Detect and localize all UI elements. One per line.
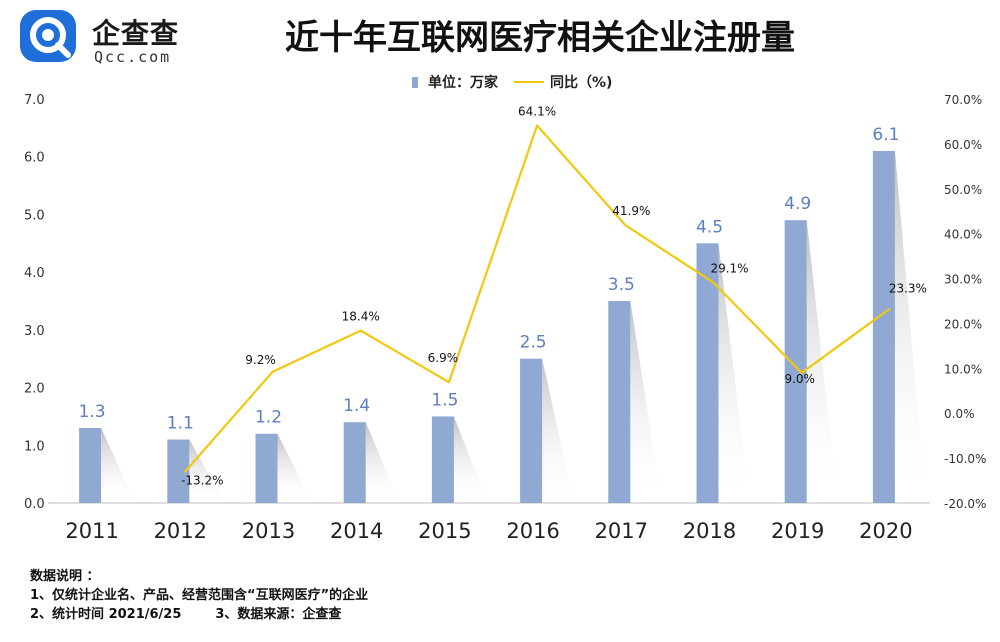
bar-shadow [365, 422, 396, 503]
bar [431, 416, 454, 503]
y-right-tick-label: -20.0% [944, 497, 986, 511]
notes-line-1: 1、仅统计企业名、产品、经营范围含“互联网医疗”的企业 [30, 588, 369, 603]
line-value-label: -13.2% [181, 473, 223, 487]
legend-line-label: 同比（%) [550, 75, 613, 91]
yoy-line [183, 124, 891, 474]
bar-shadow [277, 433, 308, 503]
bar-shadow [806, 220, 837, 503]
bar-value-label: 2.5 [520, 333, 547, 353]
y-right-tick-label: 40.0% [944, 228, 982, 242]
bar-value-label: 3.5 [608, 275, 635, 295]
bar-shadow [453, 416, 484, 503]
legend-line-swatch [514, 81, 544, 83]
line-value-label: 6.9% [428, 351, 459, 365]
bar-value-label: 4.9 [784, 194, 811, 214]
y-right-tick-label: -10.0% [944, 452, 986, 466]
line-value-label: 9.2% [245, 353, 276, 367]
bar-value-label: 1.4 [343, 396, 370, 416]
line-value-label: 23.3% [889, 282, 927, 296]
bar-value-label: 1.1 [167, 414, 194, 434]
y-left-tick-label: 6.0 [24, 151, 45, 166]
x-tick-label: 2011 [65, 519, 118, 543]
chart-legend: 单位：万家 同比（%) [412, 72, 612, 92]
notes-line-2: 2、统计时间 2021/6/25 3、数据来源：企查查 [30, 605, 368, 624]
line-value-label: 9.0% [784, 372, 815, 386]
bar [79, 427, 102, 503]
y-left-tick-label: 0.0 [24, 497, 45, 512]
bar-shadow [101, 427, 132, 503]
line-value-label: 41.9% [612, 204, 650, 218]
bar-value-label: 1.5 [431, 390, 458, 410]
bar [784, 220, 807, 503]
x-tick-label: 2018 [683, 519, 736, 543]
bar [872, 150, 895, 503]
notes-line-2-source: 3、数据来源：企查查 [215, 607, 342, 622]
x-tick-label: 2017 [595, 519, 648, 543]
y-left-tick-label: 3.0 [24, 324, 45, 339]
y-left-tick-label: 2.0 [24, 382, 45, 397]
bar-value-label: 6.1 [872, 125, 899, 145]
notes-line-2-date: 2、统计时间 2021/6/25 [30, 607, 182, 622]
line-value-label: 64.1% [518, 104, 556, 118]
qcc-logo: 企查查 Qcc.com [18, 8, 198, 66]
y-right-tick-label: 0.0% [944, 407, 975, 421]
bar-shadow [718, 243, 749, 504]
y-right-tick-label: 70.0% [944, 93, 982, 107]
data-notes: 数据说明 ： 1、仅统计企业名、产品、经营范围含“互联网医疗”的企业 2、统计时… [30, 567, 368, 624]
logo-subtext: Qcc.com [94, 48, 172, 66]
y-left-tick-label: 4.0 [24, 266, 45, 281]
y-left-tick-label: 1.0 [24, 439, 45, 454]
y-right-tick-label: 30.0% [944, 273, 982, 287]
bar-value-label: 1.3 [79, 402, 106, 422]
x-tick-label: 2013 [242, 519, 295, 543]
bar [520, 358, 543, 503]
magnifier-logo-icon [20, 10, 76, 62]
bar-value-label: 4.5 [696, 217, 723, 237]
x-tick-label: 2015 [418, 519, 471, 543]
bar-shadow [630, 301, 661, 503]
chart-title: 近十年互联网医疗相关企业注册量 [285, 18, 795, 58]
x-tick-label: 2020 [859, 519, 912, 543]
logo-text: 企查查 [92, 17, 180, 50]
x-tick-label: 2016 [506, 519, 559, 543]
x-tick-label: 2014 [330, 519, 383, 543]
bar [167, 439, 190, 503]
y-left-tick-label: 5.0 [24, 208, 45, 223]
y-right-tick-label: 50.0% [944, 183, 982, 197]
x-tick-label: 2019 [771, 519, 824, 543]
bar [255, 433, 278, 503]
y-right-tick-label: 20.0% [944, 317, 982, 331]
y-right-tick-label: 10.0% [944, 362, 982, 376]
bar-shadow [894, 150, 925, 503]
bar [696, 243, 719, 504]
x-tick-label: 2012 [154, 519, 207, 543]
legend-bar-swatch [412, 76, 418, 88]
bar-value-label: 1.2 [255, 408, 282, 428]
bar-shadow [189, 439, 220, 503]
bar-shadow [542, 358, 573, 503]
line-value-label: 29.1% [710, 262, 748, 276]
y-right-tick-label: 60.0% [944, 138, 982, 152]
notes-heading: 数据说明 ： [30, 569, 100, 584]
line-value-label: 18.4% [342, 310, 380, 324]
y-left-tick-label: 7.0 [24, 93, 45, 108]
bar [343, 422, 366, 503]
legend-bar-label: 单位：万家 [428, 75, 498, 91]
bar [608, 301, 631, 503]
